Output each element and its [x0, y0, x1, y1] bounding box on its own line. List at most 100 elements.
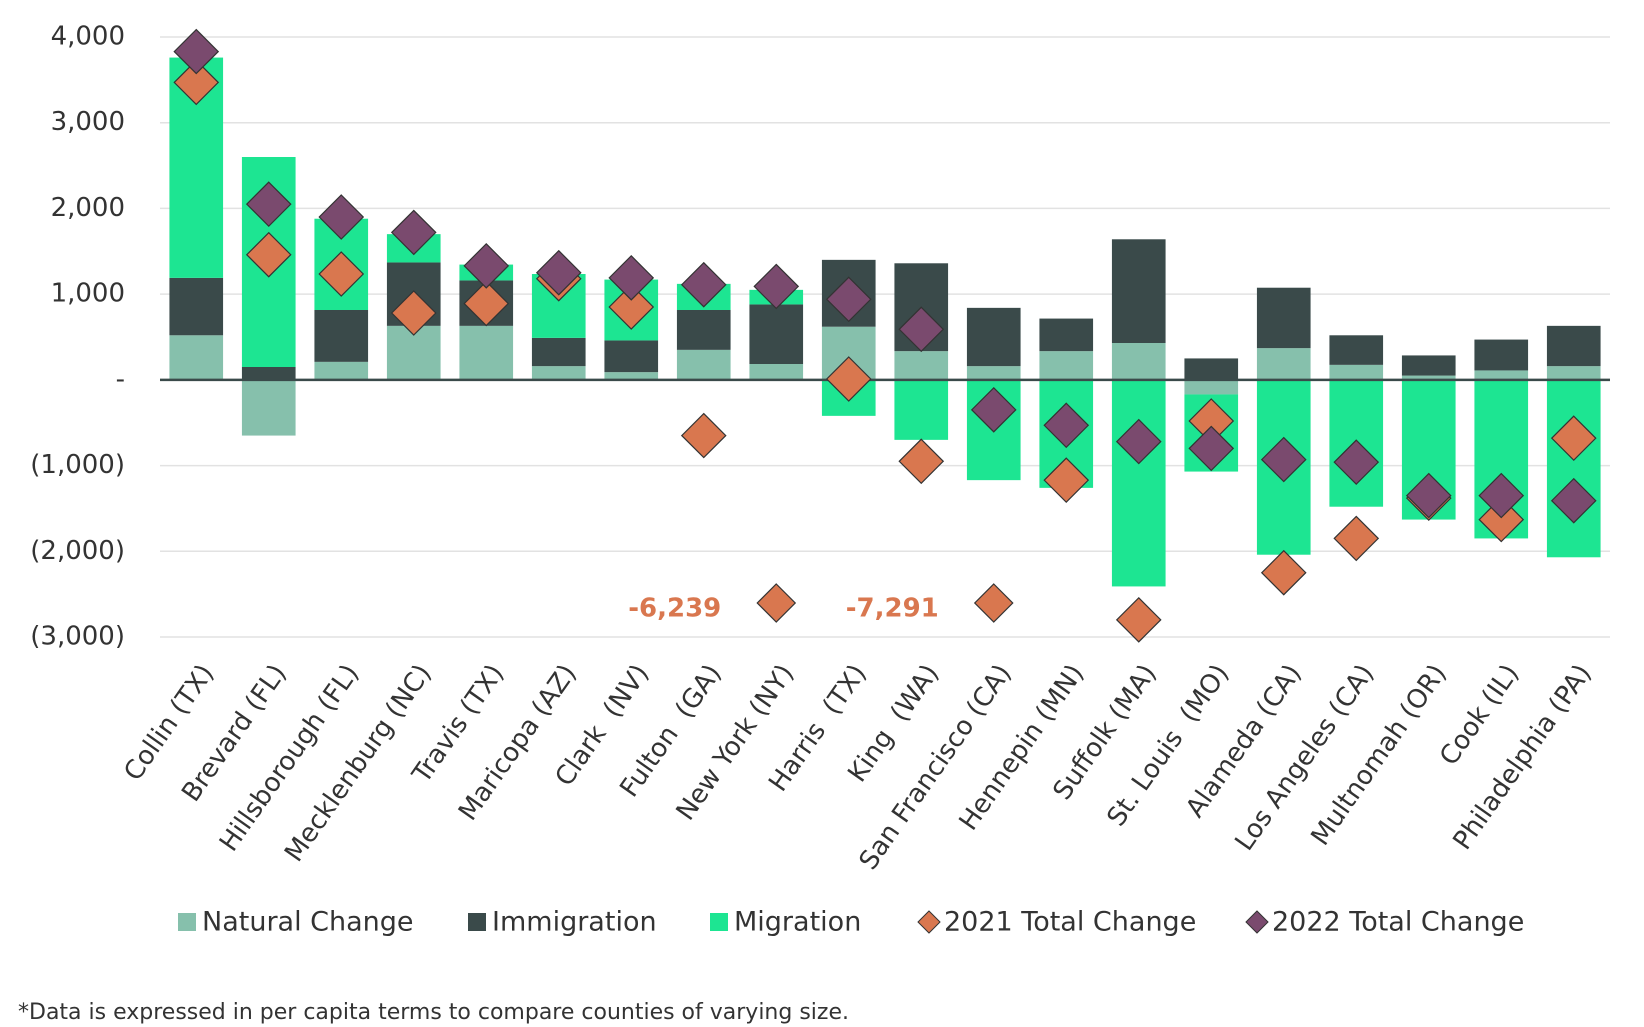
total-marker	[390, 290, 437, 336]
bar-segment	[459, 325, 514, 380]
legend-swatch	[178, 913, 196, 931]
markers: -6,239 -7,291	[173, 28, 1597, 643]
bar-segment	[894, 379, 949, 440]
total-marker	[173, 28, 220, 75]
legend-label: Migration	[734, 907, 861, 938]
bar-segment	[749, 304, 804, 364]
data-label: -6,239	[628, 594, 721, 624]
x-tick-label: Multnomah (OR)	[1306, 659, 1453, 851]
bar-segment	[314, 361, 369, 380]
total-marker	[463, 280, 510, 327]
bars	[169, 57, 1601, 587]
bar-segment	[966, 307, 1021, 367]
bar-segment	[604, 372, 659, 380]
x-tick-label: Philadelphia (PA)	[1448, 659, 1598, 855]
y-tick-label: 4,000	[51, 22, 125, 52]
y-tick-label: (2,000)	[30, 536, 125, 566]
bar-segment	[1474, 370, 1529, 380]
legend-label: 2021 Total Change	[944, 907, 1196, 938]
y-tick-label: (3,000)	[30, 622, 125, 652]
total-marker	[390, 209, 437, 256]
legend-swatch	[917, 910, 941, 934]
total-marker	[173, 59, 220, 106]
y-tick-label: 1,000	[51, 279, 125, 309]
total-marker	[608, 284, 655, 330]
bar-segment	[966, 366, 1021, 380]
total-marker	[535, 249, 582, 296]
bar-segment	[1039, 351, 1094, 380]
legend-swatch	[468, 913, 486, 931]
bar-segment	[1546, 325, 1601, 367]
total-marker	[1043, 457, 1090, 503]
total-marker	[825, 356, 872, 402]
total-marker	[898, 306, 945, 353]
total-marker	[608, 255, 655, 301]
total-marker	[973, 583, 1014, 623]
y-tick-label: (1,000)	[30, 450, 125, 480]
legend-label: Immigration	[492, 907, 657, 938]
total-marker	[1550, 477, 1597, 524]
x-tick-label: Hillsborough (FL)	[214, 659, 365, 857]
total-marker	[1333, 439, 1380, 485]
total-marker	[756, 583, 797, 623]
legend-swatch	[1245, 910, 1269, 934]
bar-segment	[676, 310, 731, 350]
total-marker	[1550, 415, 1597, 461]
bar-segment	[1401, 355, 1456, 376]
total-marker	[753, 263, 800, 310]
total-marker	[1260, 549, 1307, 596]
total-marker	[318, 194, 365, 240]
y-tick-label: 2,000	[51, 193, 125, 223]
bar-segment	[241, 367, 296, 380]
bar-segment	[1039, 318, 1094, 352]
bar-segment	[676, 349, 731, 380]
total-marker	[463, 243, 510, 289]
bar-segment	[1474, 339, 1529, 371]
total-marker	[245, 181, 292, 227]
total-marker	[245, 231, 292, 278]
total-marker	[898, 438, 945, 485]
bar-segment	[531, 366, 586, 380]
footnote: *Data is expressed in per capita terms t…	[18, 1000, 849, 1025]
total-marker	[970, 387, 1017, 433]
y-tick-label: -	[116, 364, 125, 394]
total-marker	[1115, 597, 1162, 643]
total-marker	[825, 276, 872, 323]
total-marker	[1188, 425, 1235, 472]
total-marker	[680, 261, 727, 308]
total-marker	[318, 251, 365, 297]
bar-segment	[169, 277, 224, 336]
bar-segment	[1401, 375, 1456, 380]
total-marker	[1333, 515, 1380, 562]
bar-segment	[169, 335, 224, 380]
bar-segment	[604, 340, 659, 373]
total-marker	[1043, 402, 1090, 449]
total-marker	[1478, 472, 1525, 519]
bar-segment	[749, 364, 804, 380]
bar-segment	[894, 351, 949, 380]
total-marker	[1478, 496, 1525, 543]
bar-segment	[241, 379, 296, 436]
bar-segment	[1184, 379, 1239, 395]
total-marker	[1405, 472, 1452, 519]
total-marker	[1115, 418, 1162, 465]
bar-segment	[1546, 366, 1601, 380]
bar-segment	[1329, 364, 1384, 380]
grid	[160, 36, 1610, 638]
legend-swatch	[710, 913, 728, 931]
bar-segment	[1256, 348, 1311, 380]
legend-label: 2022 Total Change	[1272, 907, 1524, 938]
bar-segment	[1329, 335, 1384, 365]
bar-segment	[1256, 287, 1311, 349]
bar-segment	[1184, 358, 1239, 380]
x-tick-label: Los Angeles (CA)	[1229, 659, 1380, 856]
bar-segment	[1546, 379, 1601, 558]
bar-segment	[1111, 379, 1166, 587]
bar-segment	[531, 337, 586, 367]
bar-segment	[1111, 239, 1166, 343]
bar-segment	[314, 310, 369, 362]
legend-label: Natural Change	[202, 907, 414, 938]
data-label: -7,291	[846, 594, 939, 624]
y-tick-label: 3,000	[51, 107, 125, 137]
